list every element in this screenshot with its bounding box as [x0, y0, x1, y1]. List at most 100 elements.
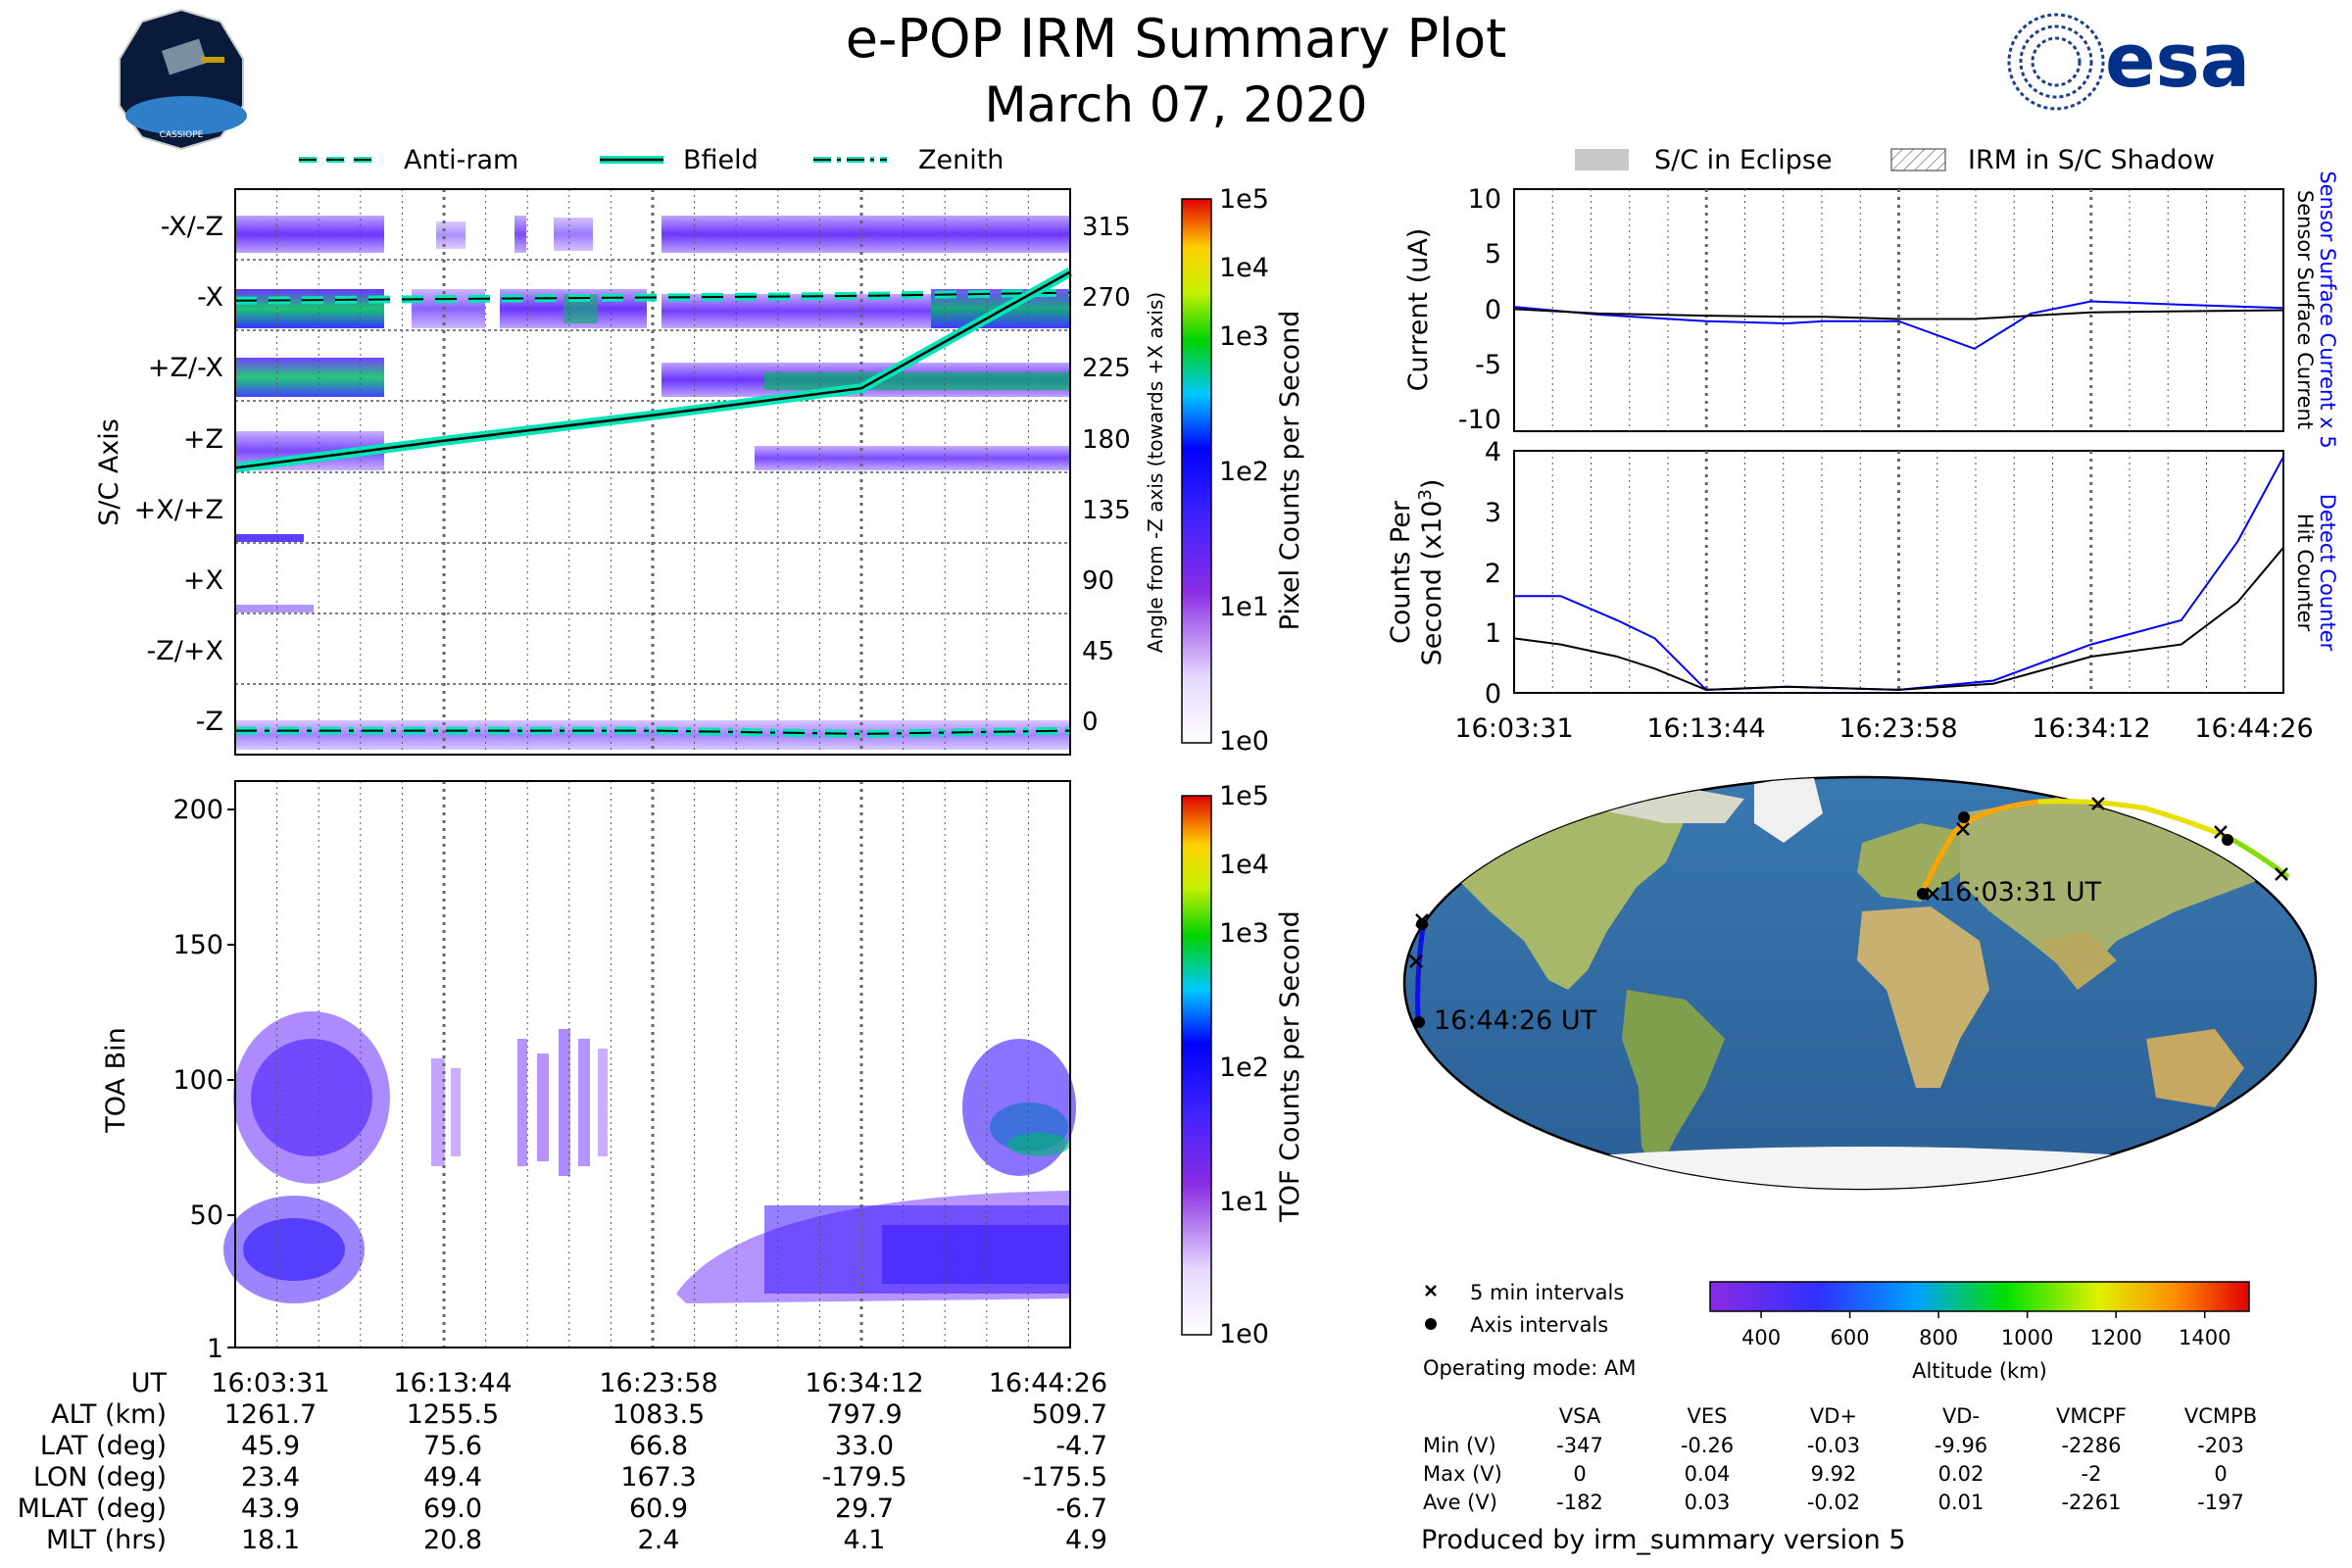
tof-cbar-tick-1e4: 1e4 [1219, 850, 1269, 880]
voltage-header: VD- [1942, 1404, 1980, 1428]
ephem-cell: 167.3 [620, 1462, 696, 1493]
ephem-cell: 16:03:31 [211, 1368, 329, 1398]
current-tick-0: 0 [1485, 295, 1501, 325]
legend-zenith: Zenith [918, 145, 1004, 175]
ephem-cell: 1261.7 [224, 1399, 317, 1430]
ephem-cell: 16:34:12 [805, 1368, 923, 1398]
altitude-tick-label: 1400 [2179, 1326, 2230, 1349]
ephem-cell: 45.9 [241, 1431, 300, 1461]
counts-right-label-black: Hit Counter [2293, 514, 2317, 632]
ephem-cell: 16:23:58 [599, 1368, 717, 1398]
angle-tick-90: 90 [1082, 566, 1114, 596]
axis-label-pz-mx: +Z/-X [148, 353, 223, 383]
pixel-cbar-tick-1e2: 1e2 [1219, 457, 1269, 487]
ephem-cell: 4.1 [844, 1525, 886, 1555]
counts-time-grid [1551, 451, 2246, 693]
angle-axis-label: Angle from -Z axis (towards +X axis) [1144, 292, 1167, 653]
tof-colorbar: 1e5 1e4 1e3 1e2 1e1 1e0 TOF Counts per S… [1181, 781, 1305, 1349]
voltage-cell: -2 [2082, 1462, 2102, 1486]
ephem-cell: 20.8 [423, 1525, 482, 1555]
ephem-row-label-alt: ALT (km) [51, 1399, 167, 1430]
pixel-time-grid [276, 189, 1029, 755]
tof-cbar-tick-1e1: 1e1 [1219, 1187, 1269, 1217]
orbit-end-label: 16:44:26 UT [1434, 1005, 1597, 1036]
counts-xtick-0: 16:03:31 [1454, 713, 1573, 744]
counts-ylabel-base: Second (x10 [1417, 501, 1447, 666]
toa-bin-panel: 200 150 100 50 1 TOA Bin [101, 780, 1076, 1364]
ephem-row-label-lon: LON (deg) [33, 1462, 167, 1493]
counts-series [1513, 456, 2284, 691]
counts-ylabel-line1: Counts Per [1386, 500, 1416, 644]
legend-irm-shadow: IRM in S/C Shadow [1968, 145, 2215, 175]
ephem-cell: -6.7 [1055, 1494, 1107, 1524]
tof-cbar-label: TOF Counts per Second [1275, 910, 1305, 1223]
counts-right-label-blue: Detect Counter [2316, 494, 2339, 652]
counts-tick-2: 2 [1485, 559, 1501, 589]
toa-tick-150: 150 [172, 930, 223, 960]
esa-logo: esa [2007, 13, 2250, 111]
ephem-cell: 16:44:26 [989, 1368, 1107, 1398]
counts-ylabel-exponent: 3 [1415, 489, 1436, 500]
voltage-row-label: Ave (V) [1423, 1491, 1497, 1514]
angle-tick-135: 135 [1082, 496, 1131, 525]
counts-xtick-1: 16:13:44 [1646, 713, 1765, 744]
pixel-panel-legend: Anti-ram Bfield Zenith [299, 145, 1004, 175]
voltage-cell: 0.02 [1938, 1462, 1984, 1486]
plot-title: e-POP IRM Summary Plot [846, 8, 1507, 70]
voltage-header: VD+ [1810, 1404, 1857, 1428]
voltage-header: VCMPB [2184, 1404, 2257, 1428]
ephem-row-label-mlat: MLAT (deg) [18, 1494, 167, 1524]
voltage-cell: -203 [2197, 1434, 2244, 1457]
toa-ylabel: TOA Bin [101, 1027, 131, 1133]
orbit-map: 16:03:31 UT 16:44:26 UT [1402, 775, 2318, 1191]
ephem-cell: 16:13:44 [393, 1368, 512, 1398]
orbit-start-label: 16:03:31 UT [1938, 877, 2102, 907]
ephem-cell: 29.7 [835, 1494, 894, 1524]
tof-cbar-tick-1e2: 1e2 [1219, 1053, 1269, 1083]
current-tick-10: 10 [1468, 184, 1501, 215]
pixel-colorbar: 1e5 1e4 1e3 1e2 1e1 1e0 Pixel Counts per… [1181, 184, 1305, 757]
pixel-cbar-tick-1e1: 1e1 [1219, 592, 1269, 622]
current-tick-m5: -5 [1475, 350, 1501, 380]
ephem-cell: -4.7 [1055, 1431, 1107, 1461]
orbit-axis-markers [1413, 811, 2233, 1028]
voltage-cell: -0.26 [1681, 1434, 1734, 1457]
voltage-cell: -182 [1556, 1491, 1603, 1514]
series-line-0 [234, 291, 1071, 302]
legend-eclipse: S/C in Eclipse [1654, 145, 1833, 175]
angle-tick-315: 315 [1082, 213, 1131, 242]
toa-tick-200: 200 [172, 795, 223, 825]
current-time-grid [1551, 189, 2246, 431]
series-line-2 [235, 729, 1071, 735]
toa-time-grid [276, 781, 1029, 1348]
voltage-cell: -2286 [2061, 1434, 2121, 1457]
axis-label-px-pz: +X/+Z [134, 495, 223, 525]
counts-tick-4: 4 [1485, 437, 1501, 467]
current-right-label-black: Sensor Surface Current [2293, 190, 2317, 429]
series-line-1 [234, 270, 1071, 469]
counts-xtick-3: 16:34:12 [2032, 713, 2150, 744]
angle-tick-270: 270 [1082, 283, 1131, 313]
voltage-cell: 0.03 [1685, 1491, 1731, 1514]
ephem-cell: -175.5 [1022, 1462, 1107, 1493]
altitude-tick-label: 1000 [2001, 1326, 2053, 1349]
pixel-cbar-tick-1e5: 1e5 [1219, 184, 1269, 215]
ephem-cell: 2.4 [638, 1525, 680, 1555]
shadow-legend: S/C in Eclipse IRM in S/C Shadow [1575, 145, 2215, 175]
axis-label-mx: -X [197, 282, 223, 313]
pixel-counts-panel: -X/-Z -X +Z/-X +Z +X/+Z +X -Z/+X -Z S/C … [94, 188, 1167, 756]
ephem-cell: 4.9 [1065, 1525, 1107, 1555]
current-ylabel: Current (uA) [1403, 228, 1434, 392]
counts-panel: 4 3 2 1 0 Counts Per Second (x103) Detec… [1386, 437, 2339, 744]
series-line-1 [1513, 308, 2284, 320]
voltage-cell: -0.03 [1807, 1434, 1860, 1457]
altitude-label: Altitude (km) [1912, 1359, 2047, 1383]
pixel-cbar-label: Pixel Counts per Second [1275, 311, 1305, 631]
ephem-cell: 1255.5 [407, 1399, 499, 1430]
ephem-row-label-lat: LAT (deg) [40, 1431, 167, 1461]
pixel-cbar-tick-1e3: 1e3 [1219, 321, 1269, 352]
toa-heatmap [223, 1011, 1076, 1303]
axis-label-mz-px: -Z/+X [147, 636, 223, 666]
altitude-tick-label: 1200 [2089, 1326, 2141, 1349]
axis-label-mx-mz: -X/-Z [161, 212, 223, 242]
